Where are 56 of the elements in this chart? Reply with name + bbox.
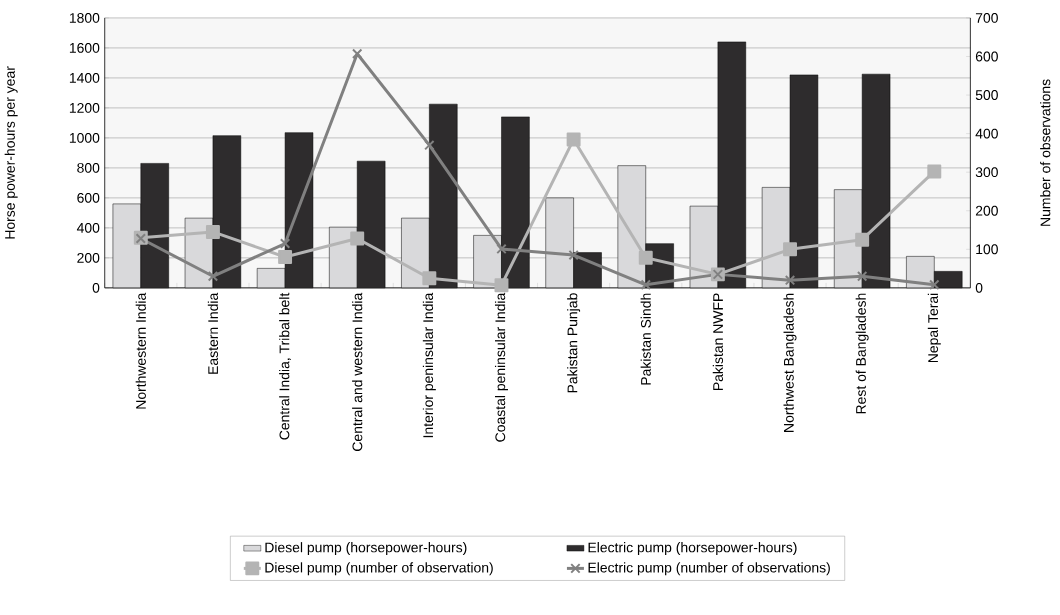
point <box>207 271 219 282</box>
x-tick-label: Central and western India <box>352 292 363 452</box>
point <box>784 275 796 286</box>
y2-tick-label: 400 <box>975 128 998 139</box>
x-tick-label: Northwestern India <box>135 292 146 409</box>
y2-tick-label: 100 <box>976 244 998 255</box>
x-tick-label: Northwest Bangladesh <box>783 293 797 433</box>
y-tick-label: 800 <box>77 163 100 174</box>
x-tick-label: Rest of Bangladesh <box>855 293 869 414</box>
point <box>640 279 651 291</box>
y2-tick-label: 200 <box>975 206 998 216</box>
point <box>424 140 435 151</box>
point <box>856 271 868 282</box>
point <box>783 242 797 257</box>
y-tick-label: 1000 <box>69 133 100 144</box>
y2-tick-label: 700 <box>975 13 998 24</box>
point <box>205 225 220 240</box>
y-tick-label: 0 <box>92 283 100 294</box>
point <box>279 238 291 249</box>
y2-tick-label: 600 <box>975 51 998 62</box>
point <box>927 164 942 179</box>
point <box>566 132 581 147</box>
y2-tick-label: 0 <box>975 283 983 294</box>
x-tick-label: Pakistan Sindh <box>640 293 651 385</box>
point <box>638 251 653 265</box>
y-tick-label: 1600 <box>69 43 100 54</box>
point <box>929 279 940 291</box>
y2-axis-title: Number of observations <box>1040 79 1051 226</box>
point <box>855 232 870 247</box>
point <box>496 243 507 255</box>
x-tick-label: Eastern India <box>207 292 219 374</box>
point <box>568 250 579 261</box>
point <box>278 250 293 265</box>
y-tick-label: 1400 <box>69 73 100 84</box>
y-tick-label: 1200 <box>69 103 100 114</box>
y-tick-label: 400 <box>76 223 100 234</box>
legend-label: Diesel pump (number of observation) <box>265 562 493 576</box>
point <box>422 271 437 286</box>
x-tick-label: Pakistan Punjab <box>567 293 581 393</box>
point <box>351 48 363 60</box>
x-tick-label: Nepal Terai <box>927 293 941 363</box>
legend-label: Electric pump (horsepower-hours) <box>588 542 797 556</box>
y-tick-label: 200 <box>77 253 100 264</box>
legend-label: Diesel pump (horsepower-hours) <box>265 542 467 556</box>
x-tick-label: Coastal peninsular India <box>494 292 508 442</box>
y-tick-label: 1800 <box>69 13 100 24</box>
y-tick-label: 600 <box>77 193 100 204</box>
point <box>494 278 509 293</box>
legend-label: Electric pump (number of observations) <box>588 562 830 576</box>
x-tick-label: Central India, Tribal belt <box>279 293 292 440</box>
point <box>350 231 365 246</box>
y-axis-title: Horse power-hours per year <box>4 66 18 239</box>
x-tick-label: Pakistan NWFP <box>712 293 724 391</box>
x-tick-label: Interior peninsular India <box>422 292 436 438</box>
y2-tick-label: 500 <box>975 90 998 101</box>
y2-tick-label: 300 <box>975 167 998 178</box>
